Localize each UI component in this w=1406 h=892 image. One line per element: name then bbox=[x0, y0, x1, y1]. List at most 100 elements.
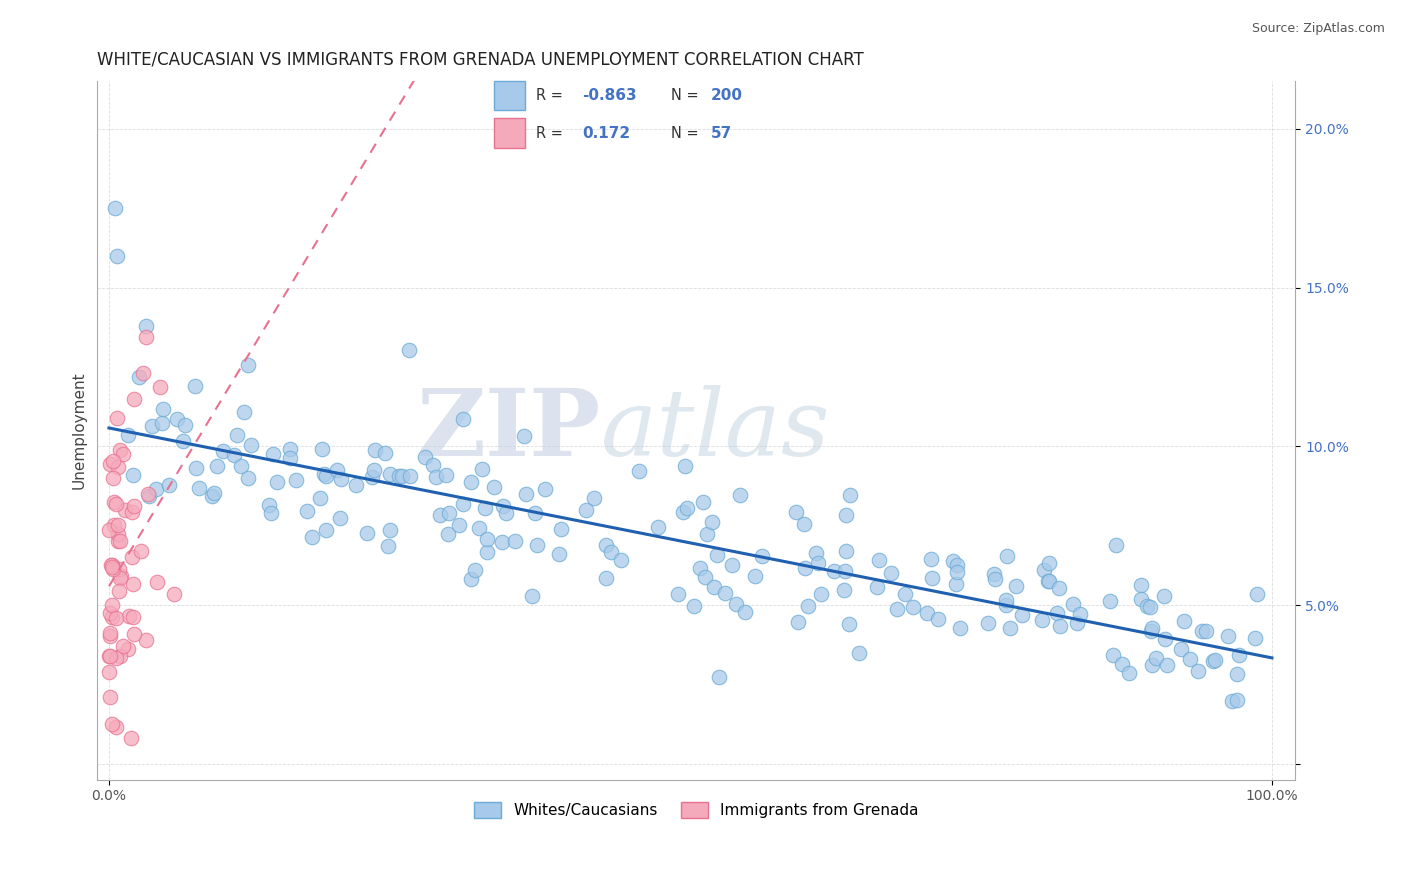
Point bbox=[146, 575, 169, 590]
Point bbox=[211, 443, 233, 458]
Point bbox=[721, 558, 744, 572]
Point bbox=[266, 475, 288, 489]
Point bbox=[172, 434, 194, 448]
Y-axis label: Unemployment: Unemployment bbox=[72, 372, 86, 490]
Point bbox=[495, 506, 517, 520]
Point bbox=[946, 565, 969, 579]
Point bbox=[207, 458, 229, 473]
Point bbox=[1180, 652, 1202, 666]
Point bbox=[122, 576, 145, 591]
Point bbox=[1156, 658, 1178, 673]
Point bbox=[425, 470, 447, 484]
Point bbox=[1136, 599, 1159, 614]
Point bbox=[474, 501, 496, 516]
Point bbox=[226, 427, 249, 442]
Point bbox=[471, 462, 494, 476]
Point bbox=[983, 567, 1005, 582]
Point bbox=[526, 538, 548, 552]
Point bbox=[364, 442, 387, 457]
Point bbox=[108, 533, 131, 548]
Point bbox=[107, 459, 129, 474]
Point bbox=[583, 491, 606, 505]
Point bbox=[103, 495, 125, 509]
Point bbox=[330, 472, 353, 486]
Point bbox=[437, 507, 460, 521]
Point bbox=[915, 606, 938, 620]
Point bbox=[100, 598, 122, 612]
Point bbox=[262, 447, 284, 461]
Point bbox=[108, 562, 131, 576]
Point bbox=[673, 459, 696, 474]
Point bbox=[110, 648, 132, 663]
Point bbox=[380, 467, 402, 482]
Point bbox=[797, 599, 820, 614]
Point bbox=[1153, 589, 1175, 603]
Point bbox=[672, 505, 695, 519]
Point bbox=[121, 731, 143, 745]
Point bbox=[945, 577, 967, 591]
Point bbox=[104, 497, 127, 511]
Point bbox=[1005, 579, 1028, 593]
Point bbox=[692, 495, 714, 509]
Point bbox=[202, 486, 225, 500]
Point bbox=[380, 523, 402, 537]
Point bbox=[98, 690, 121, 704]
Point bbox=[132, 366, 155, 380]
Text: 0.172: 0.172 bbox=[582, 126, 631, 141]
Point bbox=[491, 534, 513, 549]
Point bbox=[550, 522, 572, 536]
Point bbox=[145, 482, 167, 496]
Point bbox=[1046, 606, 1069, 620]
Point bbox=[1142, 621, 1164, 635]
Point bbox=[108, 583, 131, 598]
Point bbox=[751, 549, 773, 563]
Point bbox=[98, 457, 121, 471]
Point bbox=[315, 468, 337, 483]
Point bbox=[187, 481, 209, 495]
Point bbox=[100, 558, 122, 572]
Point bbox=[136, 486, 159, 500]
Point bbox=[676, 501, 699, 516]
Point bbox=[117, 642, 139, 657]
Point bbox=[108, 442, 131, 457]
Point bbox=[1000, 621, 1022, 635]
Point bbox=[869, 552, 891, 566]
Point bbox=[297, 504, 319, 518]
Point bbox=[1011, 608, 1033, 623]
Point bbox=[1244, 631, 1267, 645]
Point bbox=[184, 461, 207, 475]
Point bbox=[1226, 693, 1249, 707]
Point bbox=[399, 468, 422, 483]
Point bbox=[150, 416, 173, 430]
Point bbox=[1066, 615, 1088, 630]
Point bbox=[807, 556, 830, 570]
Point bbox=[706, 548, 728, 562]
Point bbox=[122, 467, 145, 482]
Point bbox=[477, 532, 499, 546]
Point bbox=[122, 627, 145, 641]
Point bbox=[1098, 594, 1121, 608]
Point bbox=[1246, 587, 1268, 601]
Point bbox=[107, 526, 129, 541]
Point bbox=[135, 330, 157, 344]
Point bbox=[1129, 591, 1152, 606]
Point bbox=[326, 462, 349, 476]
Point bbox=[1047, 582, 1070, 596]
Point bbox=[1142, 658, 1164, 673]
Point bbox=[238, 358, 260, 372]
Text: Source: ZipAtlas.com: Source: ZipAtlas.com bbox=[1251, 22, 1385, 36]
Point bbox=[793, 517, 815, 532]
Point bbox=[236, 471, 259, 485]
Point bbox=[311, 442, 333, 456]
Point bbox=[309, 491, 332, 506]
Point bbox=[98, 648, 121, 663]
Point bbox=[141, 418, 163, 433]
Point bbox=[600, 545, 623, 559]
Point bbox=[285, 473, 308, 487]
Point bbox=[533, 482, 555, 496]
Point bbox=[666, 587, 689, 601]
Point bbox=[436, 526, 458, 541]
Point bbox=[468, 521, 491, 535]
Point bbox=[157, 478, 180, 492]
Point bbox=[628, 465, 651, 479]
